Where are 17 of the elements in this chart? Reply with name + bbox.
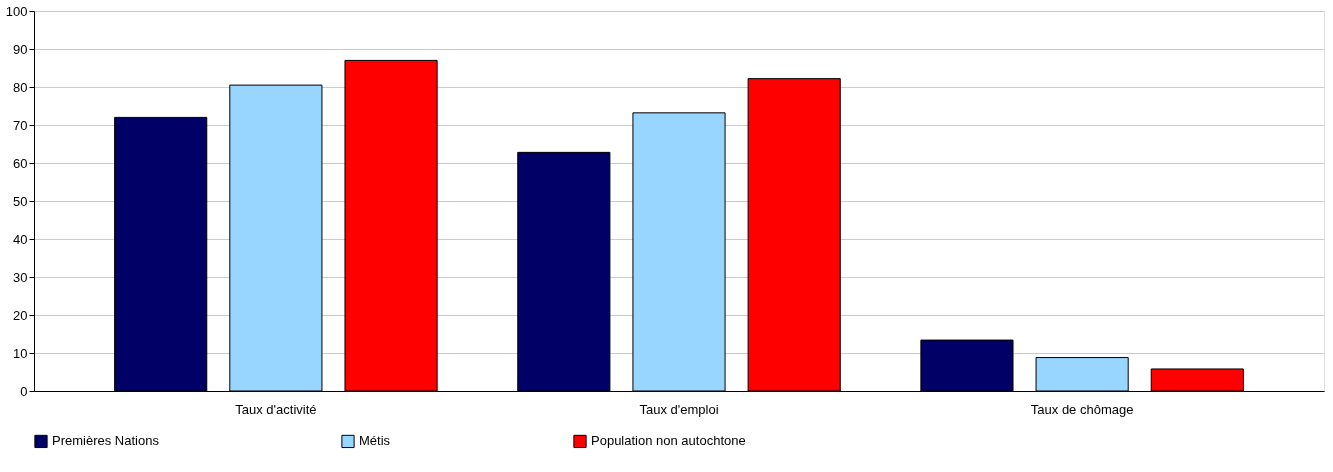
- y-tick-label: 60: [13, 155, 28, 171]
- x-tick-label: Taux d'emploi: [639, 401, 719, 417]
- legend-label: Population non autochtone: [591, 433, 746, 449]
- y-tick-label: 100: [5, 3, 28, 19]
- y-tick-label: 30: [13, 269, 28, 285]
- y-tick-label: 70: [13, 117, 28, 133]
- legend-label: Métis: [359, 433, 391, 449]
- y-tick-label: 80: [13, 79, 28, 95]
- y-tick-label: 50: [13, 193, 28, 209]
- y-tick-label: 0: [20, 383, 28, 399]
- y-tick-label: 90: [13, 41, 28, 57]
- legend-label: Premières Nations: [52, 433, 160, 449]
- y-tick-label: 40: [13, 231, 28, 247]
- y-tick-label: 20: [13, 307, 28, 323]
- x-tick-label: Taux d'activité: [235, 401, 317, 417]
- x-tick-label: Taux de chômage: [1030, 401, 1134, 417]
- y-tick-label: 10: [13, 345, 28, 361]
